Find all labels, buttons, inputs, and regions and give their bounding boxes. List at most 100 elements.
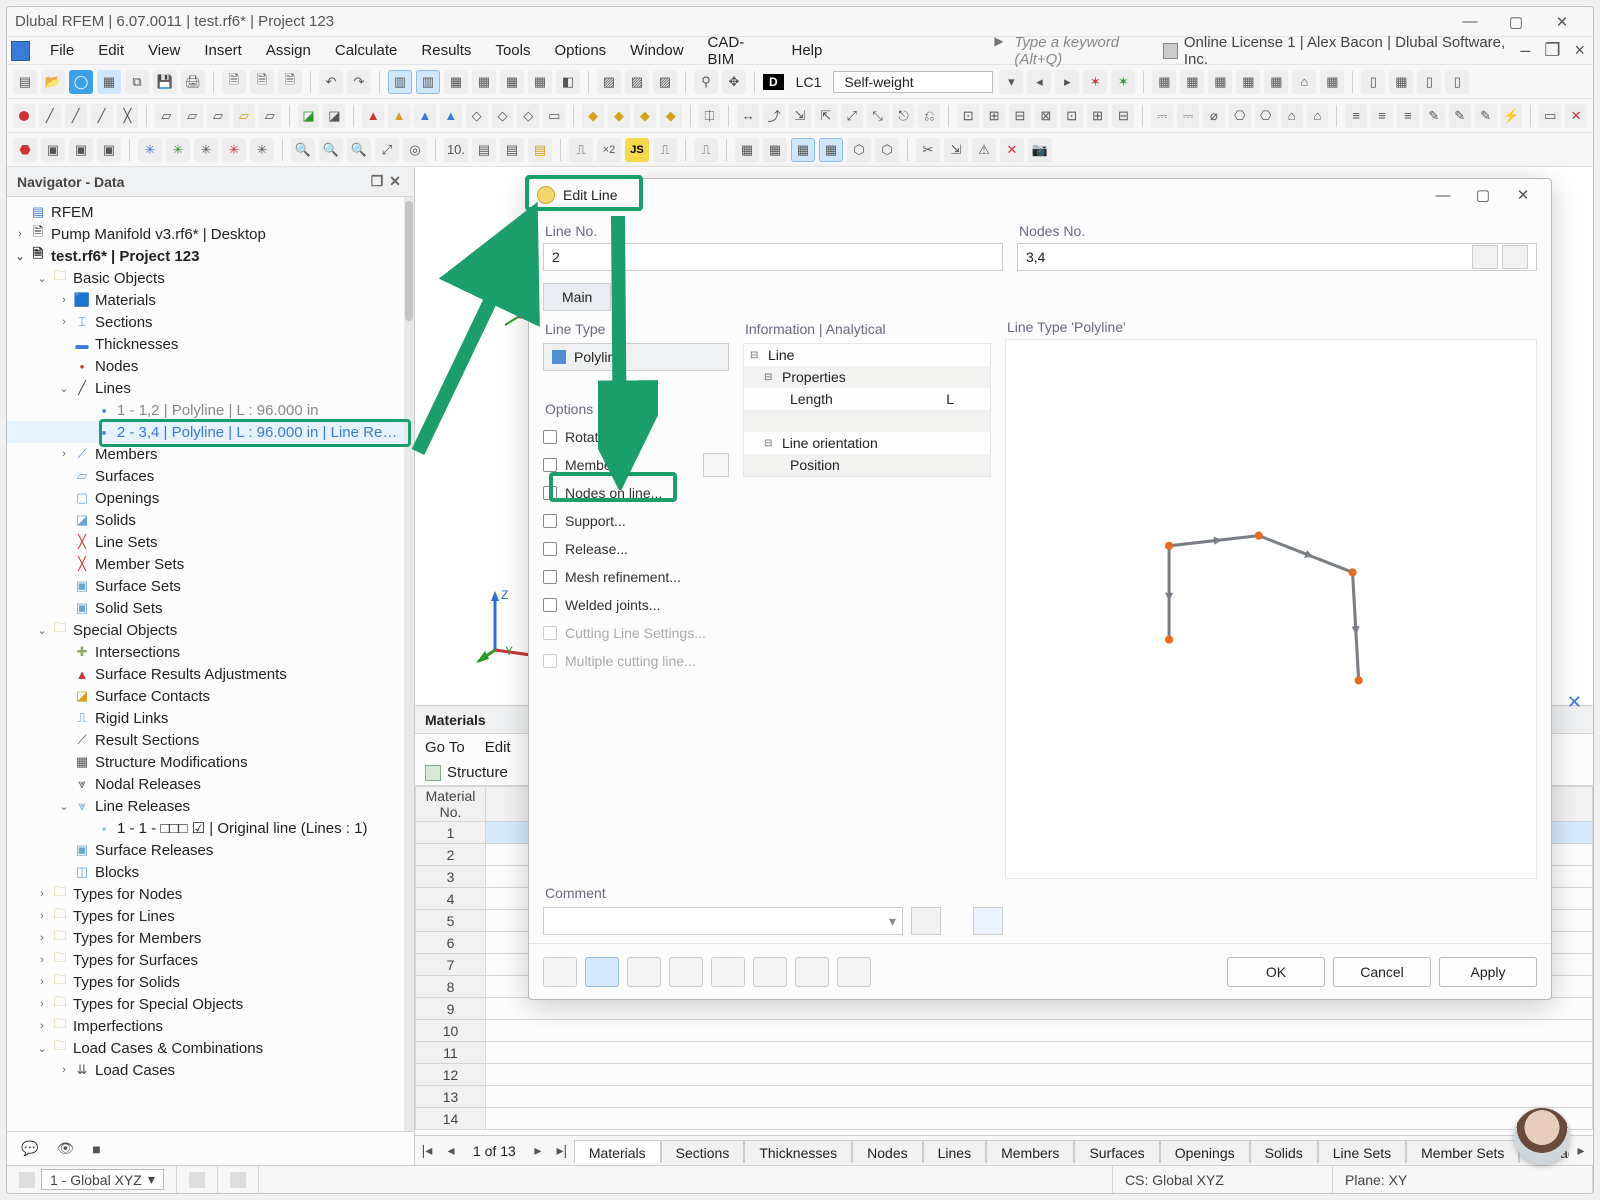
table-tab-materials[interactable]: Materials bbox=[574, 1140, 661, 1163]
r3-z3-icon[interactable]: 🔍 bbox=[347, 138, 371, 162]
r2-sol1-icon[interactable]: ◪ bbox=[298, 104, 320, 128]
r3-g4-icon[interactable]: ▦ bbox=[819, 138, 843, 162]
foot-fx-icon[interactable] bbox=[837, 957, 871, 987]
r2-g3-icon[interactable]: ⊟ bbox=[1009, 104, 1031, 128]
dialog-close-button[interactable]: ✕ bbox=[1503, 186, 1543, 204]
r3-js-icon[interactable]: JS bbox=[625, 138, 649, 162]
materials-goto[interactable]: Go To bbox=[425, 739, 465, 756]
r2-f5-icon[interactable]: ✎ bbox=[1449, 104, 1471, 128]
tb-doc3-icon[interactable]: 🗎 bbox=[278, 70, 302, 94]
navigator-tree[interactable]: ▤RFEM ›🗎Pump Manifold v3.rf6* | Desktop … bbox=[7, 197, 414, 1131]
table-tab-surfaces[interactable]: Surfaces bbox=[1074, 1140, 1159, 1163]
minimize-button[interactable]: — bbox=[1447, 8, 1493, 36]
r2-g7-icon[interactable]: ⊟ bbox=[1112, 104, 1134, 128]
tb-shade2-icon[interactable]: ▨ bbox=[625, 70, 649, 94]
status-grid-icon[interactable] bbox=[189, 1172, 205, 1188]
pager-first-icon[interactable]: |◂ bbox=[415, 1142, 439, 1159]
r3-ax5-icon[interactable]: ✳ bbox=[250, 138, 274, 162]
r3-z2-icon[interactable]: 🔍 bbox=[319, 138, 343, 162]
foot-units-icon[interactable] bbox=[585, 957, 619, 987]
r2-sup6-icon[interactable]: ◇ bbox=[492, 104, 514, 128]
r2-e1-icon[interactable]: ⎓ bbox=[1151, 104, 1173, 128]
r3-ax1-icon[interactable]: ✳ bbox=[138, 138, 162, 162]
option-member[interactable]: Member... bbox=[543, 451, 729, 479]
tb-print-icon[interactable]: 🖨 bbox=[181, 70, 205, 94]
dialog-maximize-button[interactable]: ▢ bbox=[1463, 186, 1503, 204]
option-mesh-refinement[interactable]: Mesh refinement... bbox=[543, 563, 729, 591]
r3-g3-icon[interactable]: ▦ bbox=[791, 138, 815, 162]
menu-tools[interactable]: Tools bbox=[483, 38, 542, 63]
table-tab-nodes[interactable]: Nodes bbox=[852, 1140, 922, 1163]
table-tab-line-sets[interactable]: Line Sets bbox=[1318, 1140, 1406, 1163]
pager-prev-icon[interactable]: ◂ bbox=[439, 1142, 463, 1159]
r3-n1-icon[interactable]: 10. bbox=[444, 138, 468, 162]
r2-g6-icon[interactable]: ⊞ bbox=[1087, 104, 1109, 128]
menu-calculate[interactable]: Calculate bbox=[323, 38, 410, 63]
r2-surf2-icon[interactable]: ▱ bbox=[181, 104, 203, 128]
tree-scrollbar[interactable] bbox=[404, 197, 414, 1131]
nodesno-input[interactable]: 3,4 bbox=[1017, 243, 1537, 271]
r3-p4-icon[interactable]: ⎍ bbox=[694, 138, 718, 162]
r2-mv7-icon[interactable]: ⎋ bbox=[893, 104, 915, 128]
tb-nav-icon[interactable]: ▥ bbox=[388, 70, 412, 94]
lc-next-icon[interactable]: ▸ bbox=[1055, 70, 1079, 94]
menu-help[interactable]: Help bbox=[779, 38, 834, 63]
r2-surf4-icon[interactable]: ▱ bbox=[233, 104, 255, 128]
r3-s4-icon[interactable]: ✕ bbox=[1000, 138, 1024, 162]
r3-g2-icon[interactable]: ▦ bbox=[763, 138, 787, 162]
r3-s2-icon[interactable]: ⇲ bbox=[944, 138, 968, 162]
table-tab-members[interactable]: Members bbox=[986, 1140, 1074, 1163]
r3-ax2-icon[interactable]: ✳ bbox=[166, 138, 190, 162]
tb-shade1-icon[interactable]: ▨ bbox=[597, 70, 621, 94]
tb-star1-icon[interactable]: ✶ bbox=[1083, 70, 1107, 94]
close-button[interactable]: ✕ bbox=[1539, 8, 1585, 36]
tb-x7-icon[interactable]: ▦ bbox=[1320, 70, 1344, 94]
menu-file[interactable]: File bbox=[38, 38, 86, 63]
dialog-titlebar[interactable]: Edit Line — ▢ ✕ bbox=[529, 179, 1551, 211]
r2-surf5-icon[interactable]: ▱ bbox=[259, 104, 281, 128]
tb-view2-icon[interactable]: ▦ bbox=[500, 70, 524, 94]
menu-options[interactable]: Options bbox=[542, 38, 618, 63]
r2-e2-icon[interactable]: ⎓ bbox=[1177, 104, 1199, 128]
materials-edit[interactable]: Edit bbox=[485, 739, 511, 756]
r2-line-icon[interactable]: ╱ bbox=[39, 104, 61, 128]
r3-c3-icon[interactable]: ▣ bbox=[97, 138, 121, 162]
ok-button[interactable]: OK bbox=[1227, 957, 1325, 987]
tb-cube-icon[interactable]: ◧ bbox=[556, 70, 580, 94]
r2-sup1-icon[interactable]: ▲ bbox=[362, 104, 384, 128]
r2-h4-icon[interactable]: ◆ bbox=[660, 104, 682, 128]
table-tab-openings[interactable]: Openings bbox=[1160, 1140, 1250, 1163]
foot-f5-icon[interactable] bbox=[711, 957, 745, 987]
option-welded-joints[interactable]: Welded joints... bbox=[543, 591, 729, 619]
r3-p1-icon[interactable]: ⎍ bbox=[569, 138, 593, 162]
tb-view3-icon[interactable]: ▦ bbox=[528, 70, 552, 94]
r2-g4-icon[interactable]: ⊠ bbox=[1035, 104, 1057, 128]
tb-redo-icon[interactable]: ↷ bbox=[347, 70, 371, 94]
r3-z1-icon[interactable]: 🔍 bbox=[291, 138, 315, 162]
r3-n3-icon[interactable]: ▤ bbox=[500, 138, 524, 162]
r3-g5-icon[interactable]: ⬡ bbox=[847, 138, 871, 162]
lc-prev-icon[interactable]: ◂ bbox=[1027, 70, 1051, 94]
r2-e4-icon[interactable]: ⎔ bbox=[1229, 104, 1251, 128]
pager-next-icon[interactable]: ▸ bbox=[526, 1142, 550, 1159]
lineno-input[interactable]: 2 bbox=[543, 243, 1003, 271]
r2-sup4-icon[interactable]: ▲ bbox=[440, 104, 462, 128]
r3-n2-icon[interactable]: ▤ bbox=[472, 138, 496, 162]
dialog-minimize-button[interactable]: — bbox=[1423, 187, 1463, 204]
tb-x2-icon[interactable]: ▦ bbox=[1180, 70, 1204, 94]
r2-f6-icon[interactable]: ✎ bbox=[1475, 104, 1497, 128]
option-nodes-on-line[interactable]: Nodes on line... bbox=[543, 479, 729, 507]
tb-x1-icon[interactable]: ▦ bbox=[1152, 70, 1176, 94]
r2-g1-icon[interactable]: ⊡ bbox=[957, 104, 979, 128]
r2-mv1-icon[interactable]: ↔ bbox=[737, 104, 759, 128]
comment-copy-icon[interactable] bbox=[911, 907, 941, 935]
comment-select[interactable]: ▾ bbox=[543, 907, 903, 935]
r3-c2-icon[interactable]: ▣ bbox=[69, 138, 93, 162]
r2-mv8-icon[interactable]: ⎌ bbox=[918, 104, 940, 128]
r3-ax3-icon[interactable]: ✳ bbox=[194, 138, 218, 162]
nav-btn-video-icon[interactable]: ■ bbox=[92, 1141, 100, 1157]
menu-edit[interactable]: Edit bbox=[86, 38, 136, 63]
r2-e6-icon[interactable]: ⌂ bbox=[1281, 104, 1303, 128]
tb-copy-icon[interactable]: ⧉ bbox=[125, 70, 149, 94]
r2-sup7-icon[interactable]: ◇ bbox=[517, 104, 539, 128]
